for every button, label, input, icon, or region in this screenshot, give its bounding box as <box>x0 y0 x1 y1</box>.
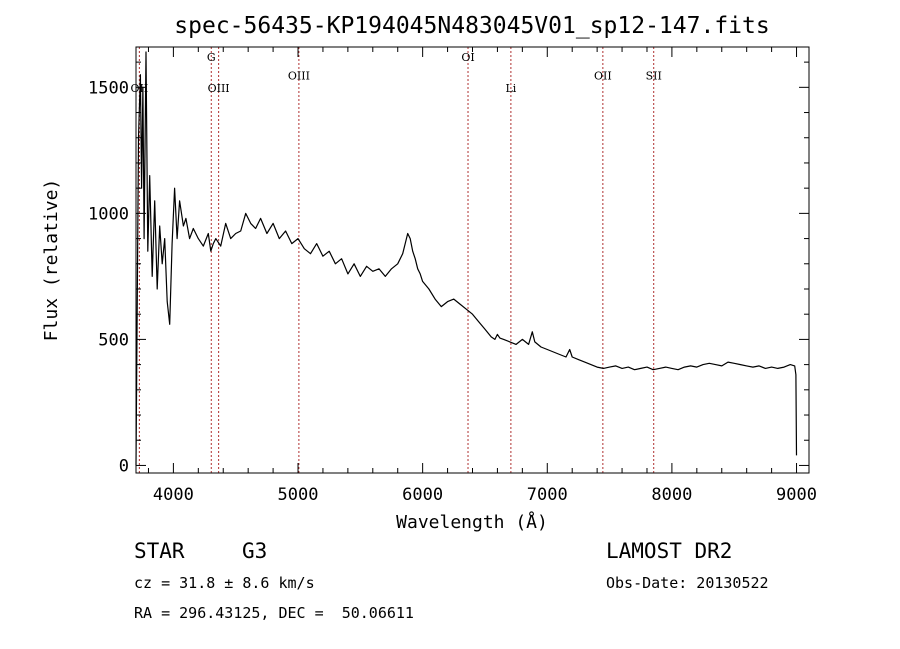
y-axis-ticks: 0 500 1000 1500 <box>88 61 809 476</box>
marker-label-0: G <box>207 51 216 64</box>
marker-label-3: OI <box>461 51 474 64</box>
y-tick-label-3: 1500 <box>88 78 129 98</box>
plot-frame <box>135 46 810 474</box>
x-tick-label-2: 6000 <box>402 485 443 505</box>
x-tick-label-5: 9000 <box>776 485 817 505</box>
object-subclass: G3 <box>242 539 268 563</box>
y-tick-label-1: 500 <box>98 330 129 350</box>
emission-line-markers: G OIII OIII OI Li OII SII OII <box>131 47 662 473</box>
survey-name: LAMOST DR2 <box>606 539 733 563</box>
chart-title: spec-56435-KP194045N483045V01_sp12-147.f… <box>174 13 769 39</box>
marker-label-4: Li <box>505 82 516 95</box>
x-axis-label: Wavelength (Å) <box>396 511 548 533</box>
coordinates-readout: RA = 296.43125, DEC = 50.06611 <box>134 604 414 622</box>
y-axis-label: Flux (relative) <box>41 179 62 342</box>
object-class: STAR <box>134 539 185 563</box>
x-axis-ticks: 4000 5000 6000 7000 8000 9000 <box>147 47 817 505</box>
observation-date: Obs-Date: 20130522 <box>606 574 769 592</box>
x-tick-label-4: 8000 <box>651 485 692 505</box>
spectrum-series-line-0 <box>135 51 798 466</box>
redshift-readout: cz = 31.8 ± 8.6 km/s <box>134 574 315 592</box>
marker-label-1: OIII <box>208 82 230 95</box>
marker-label-5: OII <box>594 70 612 83</box>
marker-label-7: OII <box>131 82 149 95</box>
x-tick-label-0: 4000 <box>153 485 194 505</box>
marker-label-2: OIII <box>288 70 310 83</box>
x-tick-label-1: 5000 <box>278 485 319 505</box>
y-tick-label-2: 1000 <box>88 204 129 224</box>
marker-label-6: SII <box>646 70 662 83</box>
x-tick-label-3: 7000 <box>527 485 568 505</box>
series-layer <box>135 51 798 466</box>
y-tick-label-0: 0 <box>119 456 129 476</box>
